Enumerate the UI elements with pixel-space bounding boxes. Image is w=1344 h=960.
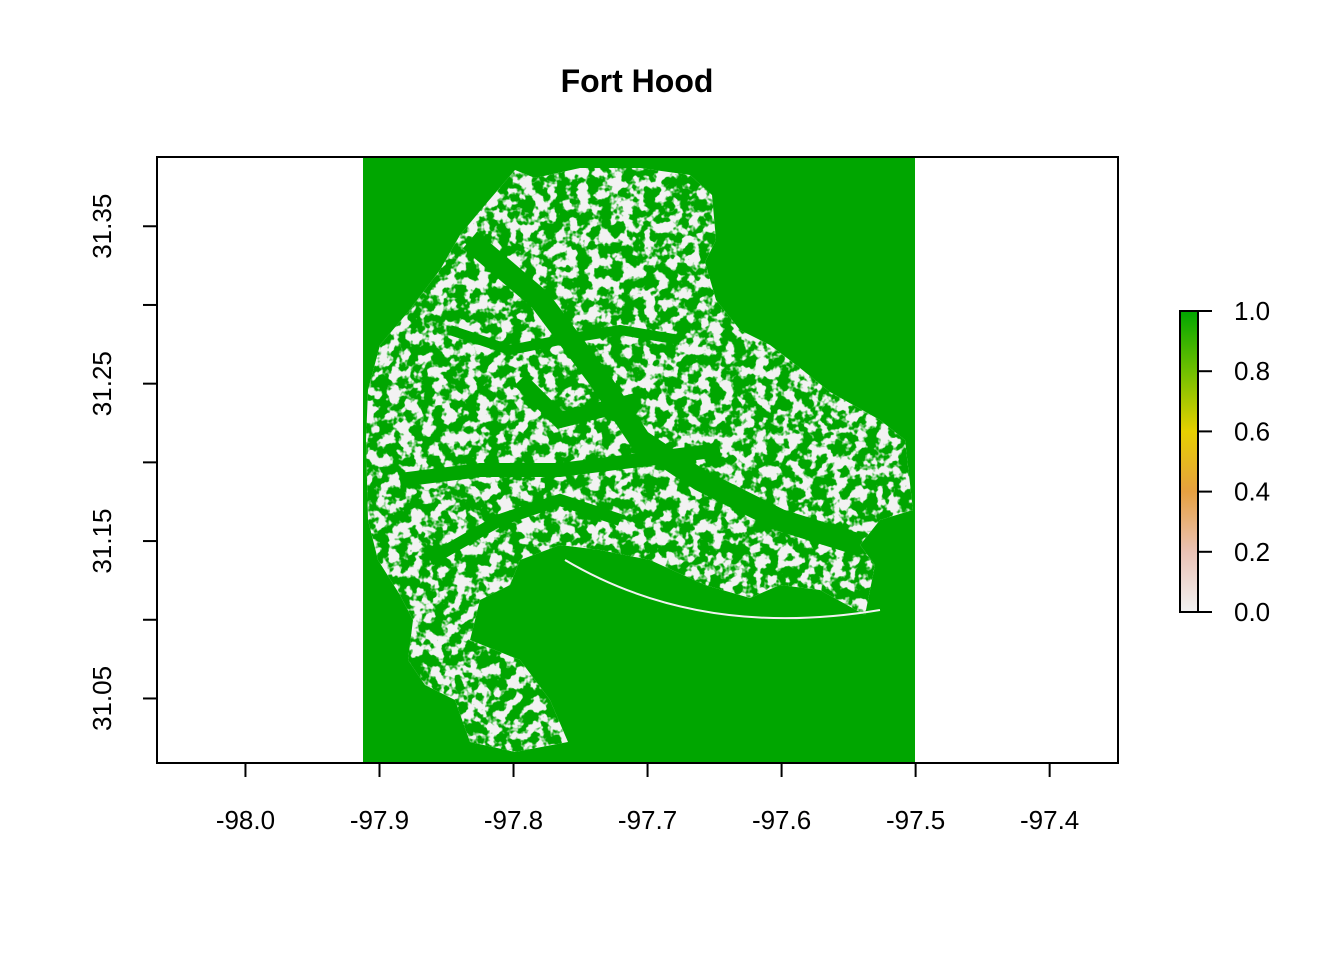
chart-title: Fort Hood (561, 63, 714, 99)
x-tick-label: -97.7 (618, 805, 677, 835)
legend-tick-label: 0.6 (1234, 416, 1270, 446)
legend-tick-label: 1.0 (1234, 296, 1270, 326)
x-tick-label: -97.8 (484, 805, 543, 835)
legend-tick-label: 0.8 (1234, 356, 1270, 386)
legend-colorbar (1179, 310, 1199, 613)
plot-frame (156, 156, 1119, 764)
x-tick-label: -97.5 (886, 805, 945, 835)
raster-layer (363, 157, 915, 762)
color-legend: 0.0 0.2 0.4 0.6 0.8 1.0 (1179, 296, 1270, 627)
x-tick-label: -97.9 (350, 805, 409, 835)
y-tick-label: 31.15 (87, 509, 117, 574)
river-arc (564, 559, 881, 620)
legend-tick-label: 0.4 (1234, 477, 1270, 507)
x-tick-label: -97.4 (1020, 805, 1079, 835)
legend-tick-label: 0.2 (1234, 537, 1270, 567)
y-tick-label: 31.25 (87, 351, 117, 416)
legend-ticks: 0.0 0.2 0.4 0.6 0.8 1.0 (1198, 296, 1270, 627)
x-axis: -98.0 -97.9 -97.8 -97.7 -97.6 -97.5 -97.4 (216, 763, 1079, 835)
y-tick-label: 31.05 (87, 666, 117, 731)
legend-tick-label: 0.0 (1234, 597, 1270, 627)
x-tick-label: -97.6 (752, 805, 811, 835)
y-axis: 31.05 31.15 31.25 31.35 (87, 194, 157, 731)
x-tick-label: -98.0 (216, 805, 275, 835)
y-tick-label: 31.35 (87, 194, 117, 259)
